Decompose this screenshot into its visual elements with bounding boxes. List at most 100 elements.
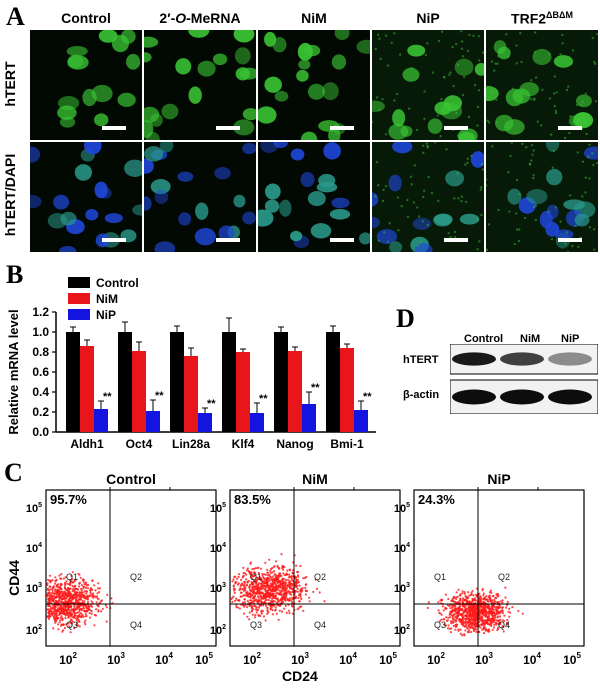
bar-control-aldh1 <box>66 332 80 432</box>
micrograph-htert-dapi-1 <box>30 142 142 252</box>
scale-bar <box>102 126 126 130</box>
bar-nim-oct4 <box>132 351 146 432</box>
scale-bar <box>330 126 354 130</box>
quadrant-label: Q4 <box>130 620 142 630</box>
quadrant-label: Q3 <box>250 620 262 630</box>
y-tick-label: 105 <box>210 502 226 515</box>
significance-mark: ** <box>207 398 216 410</box>
category-label: Bmi-1 <box>330 437 364 451</box>
col-head-2ome: 2′-O-MeRNA <box>159 10 241 26</box>
quadrant-label: Q2 <box>314 572 326 582</box>
band-htert-3 <box>548 352 592 366</box>
row-label-htert-dapi: hTERT/DAPI <box>2 153 18 237</box>
bar-nim-nanog <box>288 351 302 432</box>
y-tick-label: 103 <box>210 582 226 595</box>
legend-swatch-nip <box>68 309 90 320</box>
x-tick-label: 104 <box>155 651 173 667</box>
y-tick-label: 1.2 <box>32 305 49 319</box>
panel-letter-c: C <box>4 458 23 487</box>
legend-label-nim: NiM <box>96 292 118 306</box>
quadrant-label: Q3 <box>66 620 78 630</box>
wb-lane-nim: NiM <box>520 333 541 345</box>
col-head-control: Control <box>61 10 111 26</box>
micrograph-htert-dapi-2 <box>144 142 256 252</box>
x-tick-label: 104 <box>339 651 357 667</box>
scale-bar <box>330 238 354 242</box>
wb-lane-nip: NiP <box>561 333 580 345</box>
micrograph-htert-dapi-3 <box>258 142 370 252</box>
bar-nip-bmi-1 <box>354 410 368 432</box>
quadrant-label: Q1 <box>434 572 446 582</box>
flow-plot-title: NiP <box>487 471 510 487</box>
x-tick-label: 102 <box>243 651 261 667</box>
axis-label-cd24: CD24 <box>282 668 318 684</box>
quadrant-label: Q1 <box>250 572 262 582</box>
micrograph-htert-4 <box>372 30 484 140</box>
legend-swatch-nim <box>68 293 90 304</box>
category-label: Lin28a <box>172 437 210 451</box>
bar-chart: 0.0 0.2 0.4 0.6 0.8 1.0 1.2 Relative mRNA level… <box>6 276 376 451</box>
bar-control-lin28a <box>170 332 184 432</box>
quadrant-label: Q2 <box>130 572 142 582</box>
y-tick-label: 102 <box>394 624 410 637</box>
y-tick-label: 1.0 <box>32 325 49 339</box>
bar-control-nanog <box>274 332 288 432</box>
legend-label-control: Control <box>96 276 139 290</box>
y-tick-label: 0.6 <box>32 365 49 379</box>
x-tick-label: 102 <box>59 651 77 667</box>
x-tick-label: 105 <box>379 651 397 667</box>
x-tick-label: 104 <box>523 651 541 667</box>
quadrant-label: Q1 <box>66 572 78 582</box>
micrograph-htert-dapi-4 <box>372 142 484 252</box>
quadrant-label: Q3 <box>434 620 446 630</box>
scale-bar <box>216 126 240 130</box>
y-tick-label: 103 <box>26 582 42 595</box>
flow-plot-title: NiM <box>302 471 328 487</box>
flow-cytometry-plots: Q1 Q2 Q3 Q4 95.7% Control 102 103 104 105 102 103 10… <box>26 471 585 667</box>
row-label-htert: hTERT <box>2 61 18 107</box>
wb-row-actin: β-actin <box>403 389 440 401</box>
significance-mark: ** <box>103 391 112 403</box>
x-tick-label: 103 <box>291 651 309 667</box>
scale-bar <box>558 238 582 242</box>
quadrant-label: Q2 <box>498 572 510 582</box>
western-blot <box>450 344 598 414</box>
x-tick-label: 102 <box>427 651 445 667</box>
y-tick-label: 102 <box>26 624 42 637</box>
significance-mark: ** <box>259 393 268 405</box>
band-beta-actin-2 <box>500 389 544 405</box>
significance-mark: ** <box>155 390 164 402</box>
wb-row-htert: hTERT <box>403 354 439 366</box>
category-label: Oct4 <box>126 437 153 451</box>
q1-percent: 83.5% <box>234 492 271 507</box>
col-head-trf2: TRF2ΔBΔM <box>511 10 573 27</box>
scale-bar <box>444 238 468 242</box>
bar-nim-bmi-1 <box>340 348 354 432</box>
bar-nim-klf4 <box>236 352 250 432</box>
y-tick-label: 104 <box>26 542 42 555</box>
micrograph-htert-2 <box>144 30 256 140</box>
col-head-nim: NiM <box>301 10 327 26</box>
panel-letter-b: B <box>6 260 24 289</box>
legend-label-nip: NiP <box>96 308 116 322</box>
x-tick-label: 105 <box>195 651 213 667</box>
x-tick-label: 105 <box>563 651 581 667</box>
bar-nip-klf4 <box>250 413 264 432</box>
y-tick-label: 104 <box>210 542 226 555</box>
bar-control-klf4 <box>222 332 236 432</box>
bar-control-oct4 <box>118 332 132 432</box>
y-tick-label: 104 <box>394 542 410 555</box>
y-tick-label: 0.0 <box>32 425 49 439</box>
micrograph-htert-1 <box>30 30 142 140</box>
micrograph-htert-3 <box>258 30 370 140</box>
micrograph-htert-5 <box>486 30 598 140</box>
y-axis-label: Relative mRNA level <box>6 309 21 434</box>
scale-bar <box>444 126 468 130</box>
y-tick-label: 0.2 <box>32 405 49 419</box>
flow-plot-frame-1 <box>45 489 217 647</box>
bar-nip-oct4 <box>146 411 160 432</box>
y-tick-label: 105 <box>26 502 42 515</box>
quadrant-label: Q4 <box>314 620 326 630</box>
col-head-nip: NiP <box>416 10 440 26</box>
y-tick-label: 103 <box>394 582 410 595</box>
